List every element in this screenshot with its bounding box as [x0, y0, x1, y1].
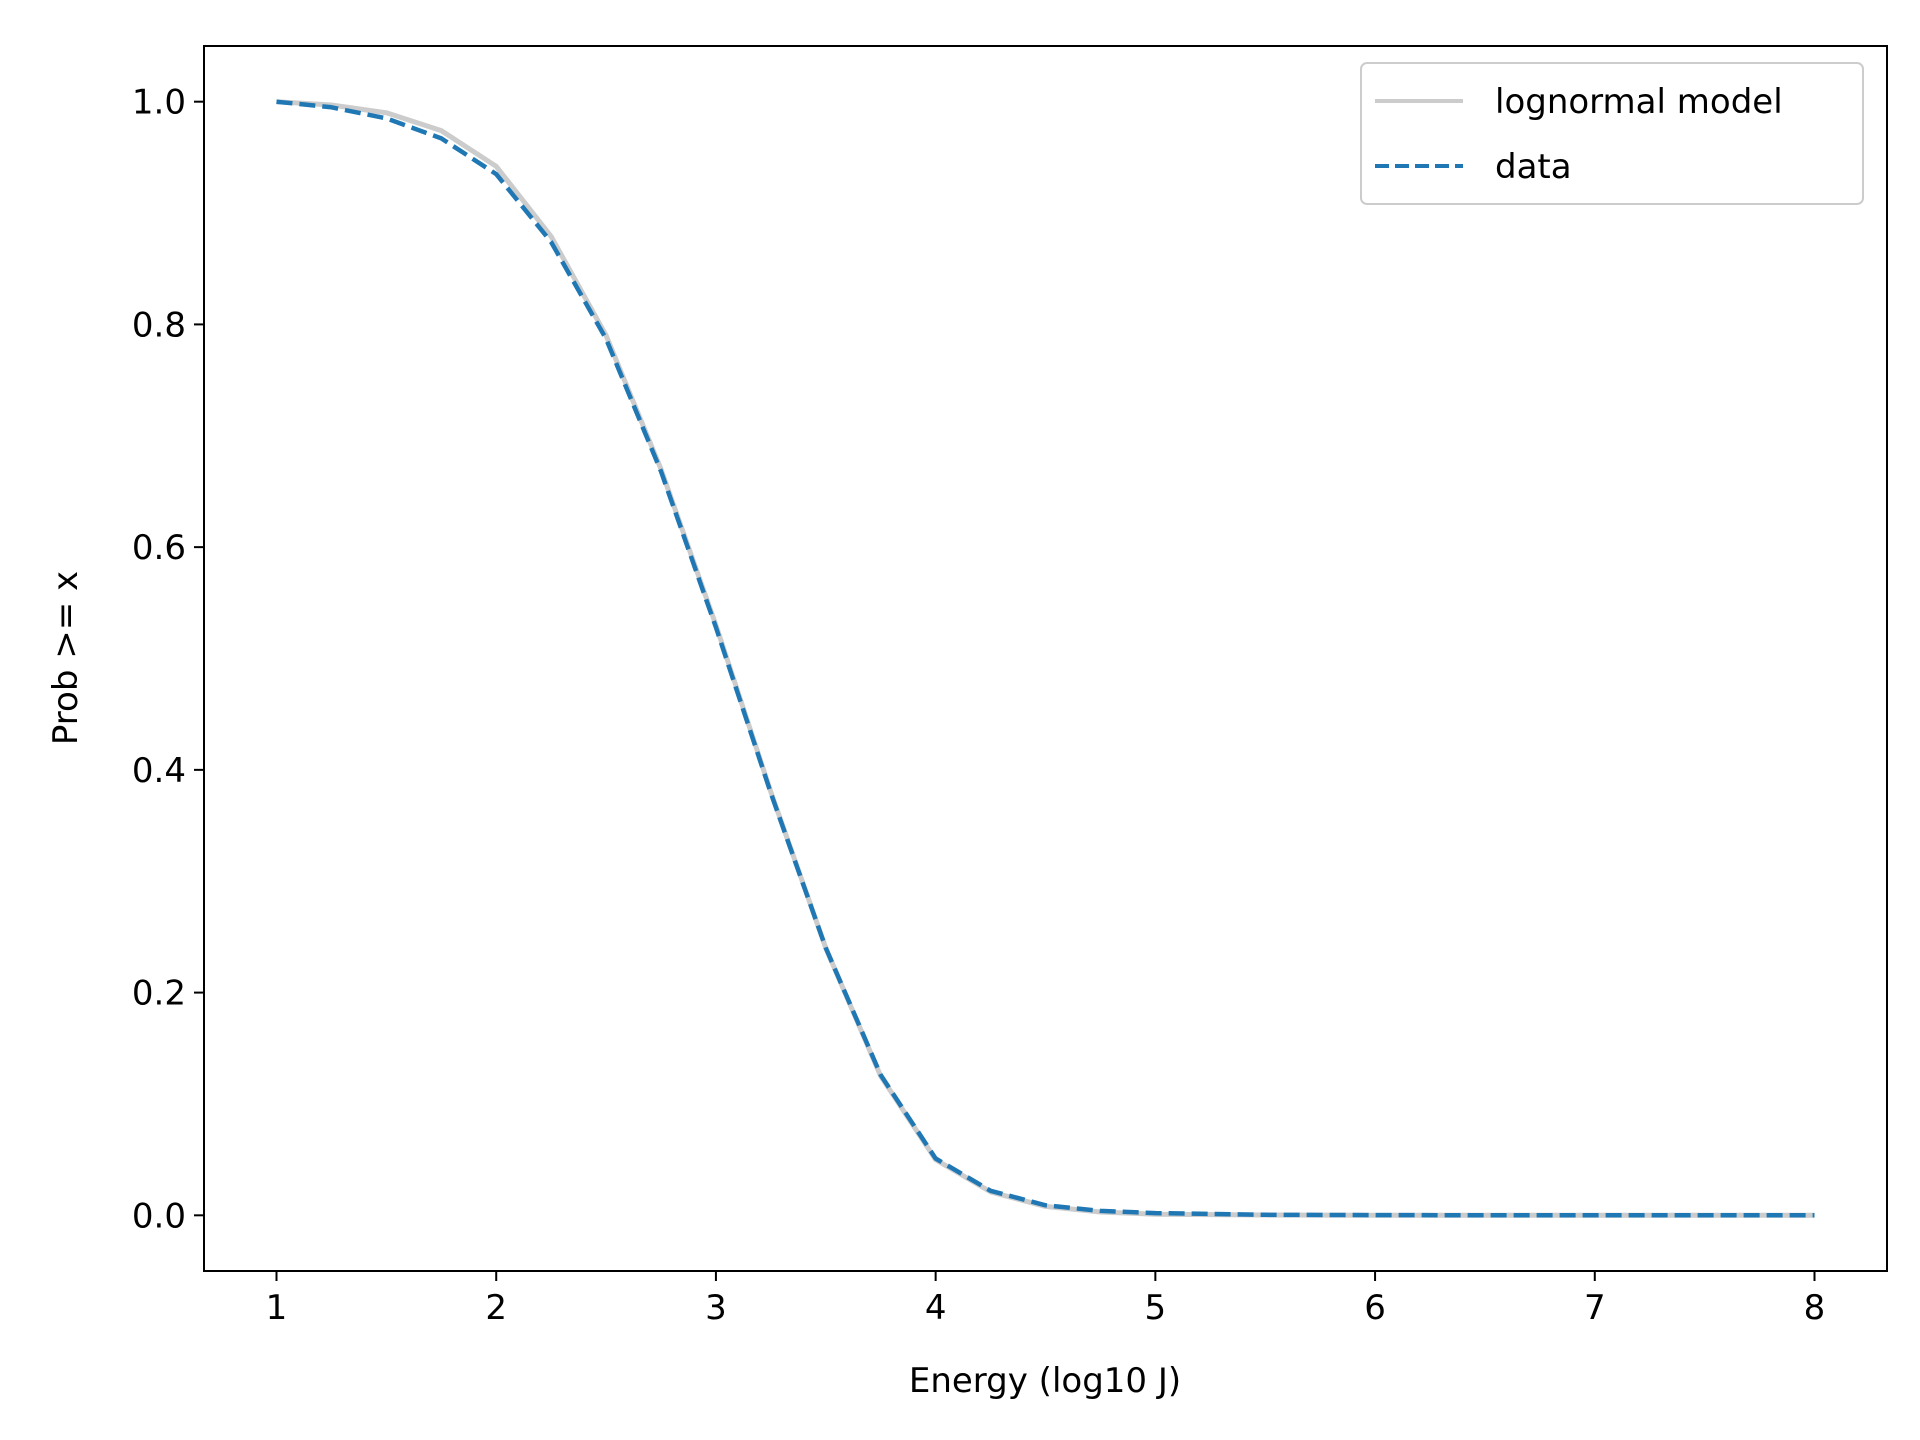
- x-tick-label: 8: [1804, 1288, 1826, 1328]
- plot-frame: [203, 45, 1888, 1272]
- x-tick-label: 1: [266, 1288, 288, 1328]
- x-tick-label: 3: [705, 1288, 727, 1328]
- series-line-data: [276, 99, 1815, 1218]
- x-tick-label: 2: [485, 1288, 507, 1328]
- legend: lognormal model data: [1360, 62, 1864, 205]
- y-tick-label: 1.0: [132, 83, 186, 123]
- legend-label-data: data: [1495, 147, 1572, 187]
- x-tick-label: 5: [1145, 1288, 1167, 1328]
- y-axis-label: Prob >= x: [46, 571, 86, 745]
- legend-label-lognormal-model: lognormal model: [1495, 82, 1783, 122]
- y-tick-label: 0.2: [132, 974, 186, 1014]
- series-layer: [276, 99, 1815, 1218]
- y-tick-label: 0.8: [132, 305, 186, 345]
- y-tick-label: 0.4: [132, 751, 186, 791]
- x-axis-ticks: 1 2 3 4 5 6 7 8: [266, 1271, 1826, 1328]
- x-tick-label: 7: [1584, 1288, 1606, 1328]
- y-tick-label: 0.0: [132, 1196, 186, 1236]
- legend-box: [1360, 62, 1864, 205]
- x-axis-label: Energy (log10 J): [909, 1361, 1181, 1401]
- x-tick-label: 4: [925, 1288, 947, 1328]
- x-tick-label: 6: [1364, 1288, 1386, 1328]
- y-axis-ticks: 0.0 0.2 0.4 0.6 0.8 1.0: [132, 83, 204, 1236]
- y-tick-label: 0.6: [132, 528, 186, 568]
